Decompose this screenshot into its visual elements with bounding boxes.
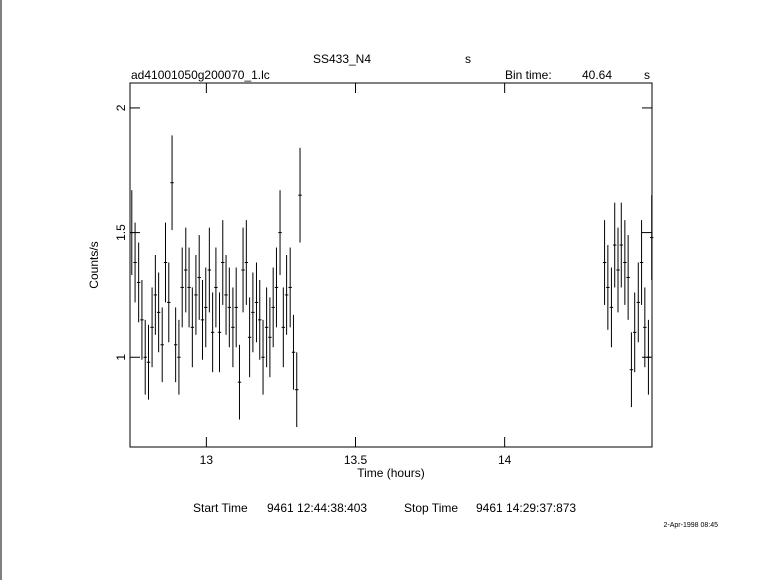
x-axis-label: Time (hours)	[357, 466, 425, 480]
start-time: 9461 12:44:38:403	[267, 501, 367, 515]
y-tick-label: 1.5	[114, 224, 128, 241]
title-unit: s	[465, 52, 471, 66]
chart-title: SS433_N4	[313, 52, 371, 66]
x-tick-label: 13.5	[344, 453, 368, 467]
start-label: Start Time	[193, 501, 248, 515]
date-stamp: 2-Apr-1998 08:45	[664, 522, 719, 529]
y-axis-label: Counts/s	[87, 241, 101, 288]
bin-time: 40.64	[582, 68, 612, 82]
y-tick-label: 1	[114, 354, 128, 361]
bin-unit: s	[644, 68, 650, 82]
x-tick-label: 13	[200, 453, 214, 467]
x-tick-label: 14	[498, 453, 512, 467]
bin-label: Bin time:	[505, 68, 552, 82]
file-name: ad41001050g200070_1.lc	[131, 68, 270, 82]
y-tick-label: 2	[114, 104, 128, 111]
plot-frame	[129, 82, 653, 448]
stop-time: 9461 14:29:37:873	[476, 501, 576, 515]
stop-label: Stop Time	[404, 501, 458, 515]
